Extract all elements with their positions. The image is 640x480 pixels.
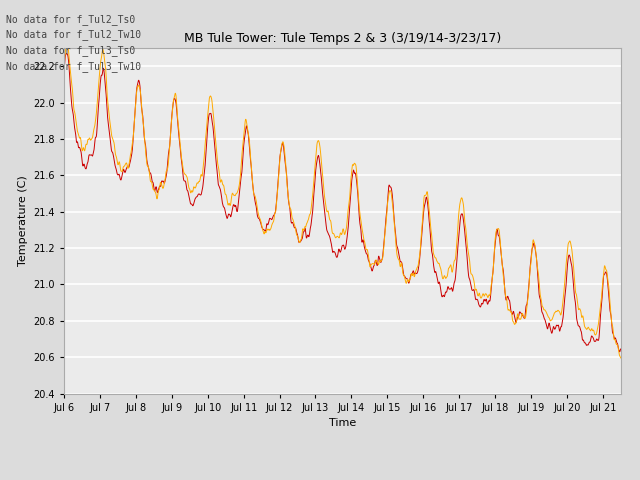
Text: No data for f_Tul2_Ts0: No data for f_Tul2_Ts0 [6,13,136,24]
Text: No data for f_Tul3_Tw10: No data for f_Tul3_Tw10 [6,61,141,72]
Text: No data for f_Tul3_Ts0: No data for f_Tul3_Ts0 [6,45,136,56]
Text: No data for f_Tul2_Tw10: No data for f_Tul2_Tw10 [6,29,141,40]
Y-axis label: Temperature (C): Temperature (C) [18,175,28,266]
X-axis label: Time: Time [329,418,356,428]
Legend: Tul2_Ts-8, Tul3_Ts-8: Tul2_Ts-8, Tul3_Ts-8 [243,475,442,480]
Title: MB Tule Tower: Tule Temps 2 & 3 (3/19/14-3/23/17): MB Tule Tower: Tule Temps 2 & 3 (3/19/14… [184,33,501,46]
